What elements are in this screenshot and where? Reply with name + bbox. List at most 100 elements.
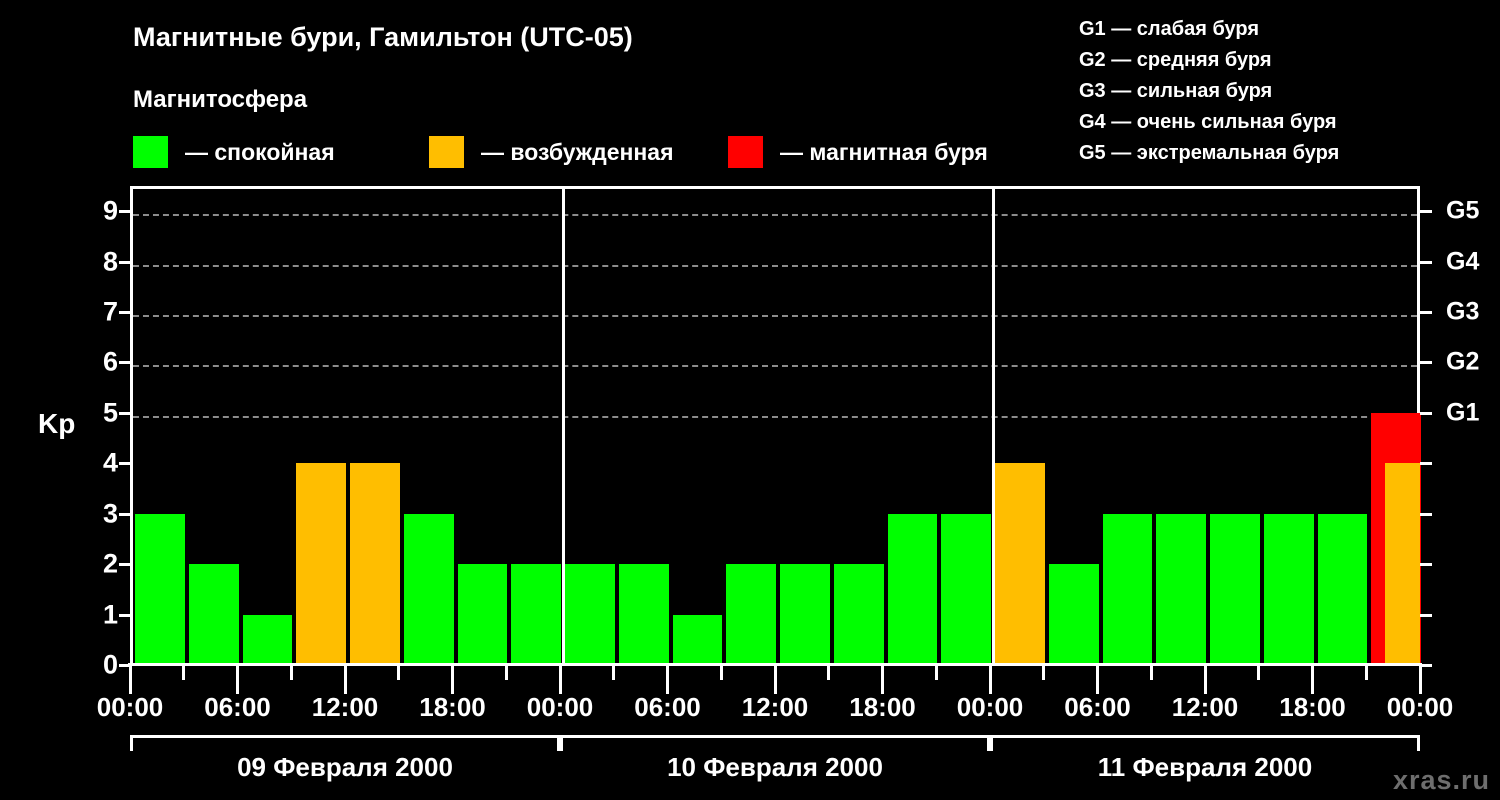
right-minor-tick-4 — [1420, 462, 1432, 466]
g-scale-legend: G1 — слабая буря G2 — средняя буря G3 — … — [1079, 14, 1339, 169]
y-tick-6 — [119, 361, 130, 365]
right-minor-tick-0 — [1420, 664, 1432, 667]
y-tick-label-5: 5 — [102, 397, 118, 428]
x-tick-label-6: 12:00 — [741, 692, 809, 722]
y-tick-label-1: 1 — [102, 599, 118, 630]
x-tick-label-9: 06:00 — [1064, 692, 1131, 722]
bar-10-12-15 — [780, 564, 830, 665]
g-tick-G3 — [1420, 311, 1432, 315]
y-tick-9 — [119, 210, 130, 214]
day-label-0: 09 Февраля 2000 — [237, 752, 453, 782]
bar-09-09-12 — [296, 463, 346, 665]
y-axis-title: Kp — [38, 408, 76, 439]
page-title: Магнитные бури, Гамильтон (UTC-05) — [133, 22, 633, 52]
y-tick-label-8: 8 — [102, 246, 118, 277]
x-tick-label-7: 18:00 — [849, 692, 916, 722]
day-label-2: 11 Февраля 2000 — [1097, 752, 1313, 782]
x-tick-d1-s5 — [827, 666, 831, 680]
x-tick-d2-s6 — [1311, 666, 1314, 694]
x-tick-label-10: 12:00 — [1171, 692, 1239, 722]
y-tick-8 — [119, 260, 130, 264]
y-tick-1 — [119, 613, 130, 617]
x-tick-d2-s5 — [1257, 666, 1261, 680]
y-tick-4 — [119, 462, 130, 466]
bar-11-06-09 — [1102, 513, 1153, 665]
y-tick-2 — [119, 563, 130, 567]
g-tick-G5 — [1420, 210, 1432, 214]
g-scale-line-g2: G2 — средняя буря — [1079, 49, 1272, 71]
bar-10-06-09 — [672, 614, 723, 665]
legend-item-calm: — спокойная — [133, 133, 335, 171]
y-tick-label-6: 6 — [102, 346, 118, 377]
bar-09-15-18 — [403, 513, 454, 665]
x-tick-d0-s1 — [182, 666, 186, 680]
bar-09-12-15 — [350, 463, 400, 665]
x-tick-d1-s1 — [612, 666, 616, 680]
x-tick-d1-s2 — [666, 666, 669, 694]
gridline-kp-5 — [133, 415, 1417, 418]
bar-10-21-24 — [941, 513, 991, 665]
x-tick-d2-s7 — [1364, 666, 1368, 680]
g-scale-line-g4: G4 — очень сильная буря — [1079, 111, 1337, 133]
y-tick-5 — [119, 411, 130, 415]
g-tick-label-G2: G2 — [1446, 347, 1480, 376]
g-tick-label-G5: G5 — [1446, 196, 1480, 225]
gridline-kp-8 — [133, 264, 1417, 267]
day-separator-1 — [561, 189, 565, 665]
day-separator-2 — [991, 189, 995, 665]
y-tick-label-3: 3 — [102, 498, 118, 529]
x-tick-label-0: 00:00 — [96, 692, 164, 722]
x-tick-d0-s3 — [289, 666, 293, 680]
gridline-kp-9 — [133, 214, 1417, 217]
bar-11-12-15 — [1210, 513, 1260, 665]
magnetosphere-label: Магнитосфера — [133, 86, 308, 113]
y-tick-label-0: 0 — [102, 649, 118, 680]
legend-item-excited: — возбужденная — [429, 133, 674, 171]
gridline-kp-7 — [133, 315, 1417, 318]
y-tick-3 — [119, 512, 130, 516]
bar-10-03-06 — [618, 564, 669, 665]
x-tick-d0-s2 — [236, 666, 239, 694]
y-tick-0 — [119, 664, 130, 667]
x-tick-label-12: 00:00 — [1386, 692, 1454, 722]
g-scale-line-g1: G1 — слабая буря — [1079, 18, 1260, 40]
legend-label-calm: — спокойная — [185, 138, 335, 165]
x-tick-d2-s0 — [988, 666, 992, 694]
x-tick-label-4: 00:00 — [526, 692, 594, 722]
x-tick-d1-s4 — [773, 666, 777, 694]
x-tick-d1-s7 — [934, 666, 938, 680]
right-minor-tick-1 — [1420, 613, 1432, 617]
x-tick-end — [1418, 666, 1422, 694]
x-tick-d0-s4 — [343, 666, 347, 694]
y-tick-label-4: 4 — [102, 447, 118, 478]
bar-09-03-06 — [188, 564, 239, 665]
y-tick-7 — [119, 311, 130, 315]
x-tick-d2-s1 — [1042, 666, 1046, 680]
legend-label-excited: — возбужденная — [481, 138, 674, 165]
x-tick-label-2: 12:00 — [311, 692, 379, 722]
x-tick-d2-s4 — [1203, 666, 1207, 694]
g-tick-label-G3: G3 — [1446, 297, 1480, 326]
bar-trailing-0000 — [1385, 463, 1420, 665]
legend-swatch-calm — [133, 136, 168, 168]
gridline-kp-6 — [133, 365, 1417, 368]
watermark: xras.ru — [1392, 765, 1490, 795]
x-tick-label-5: 06:00 — [634, 692, 701, 722]
day-bracket-2 — [990, 735, 1420, 751]
bar-09-06-09 — [242, 614, 293, 665]
bar-11-15-18 — [1263, 513, 1314, 665]
g-tick-G4 — [1420, 260, 1432, 264]
x-tick-label-3: 18:00 — [419, 692, 486, 722]
x-axis-line — [128, 663, 1422, 666]
y-tick-label-7: 7 — [102, 296, 118, 327]
x-tick-label-1: 06:00 — [204, 692, 271, 722]
y-tick-label-9: 9 — [102, 195, 118, 226]
bar-10-18-21 — [887, 513, 938, 665]
bar-10-09-12 — [726, 564, 776, 665]
x-tick-d1-s6 — [881, 666, 884, 694]
x-tick-d1-s0 — [558, 666, 562, 694]
bar-11-00-03 — [995, 463, 1045, 665]
right-minor-tick-2 — [1420, 563, 1432, 567]
y-tick-label-2: 2 — [102, 548, 118, 579]
